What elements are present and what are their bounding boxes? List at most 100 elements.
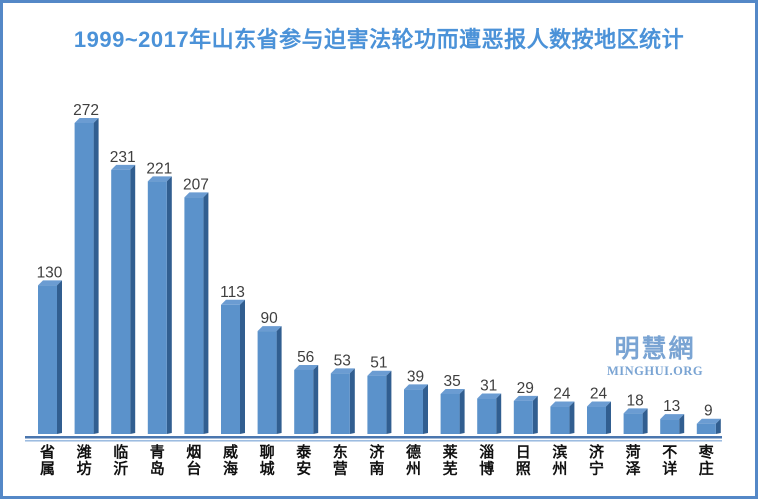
bar-front-face bbox=[404, 389, 423, 434]
bar-value-label: 130 bbox=[37, 264, 63, 281]
bar-top-face bbox=[477, 393, 502, 399]
bar-side-face bbox=[715, 418, 721, 434]
bar-group: 221 青岛 bbox=[146, 160, 172, 477]
bar-front-face bbox=[367, 375, 387, 434]
bar-front-face bbox=[147, 181, 167, 434]
bar-group: 272 潍坊 bbox=[73, 102, 99, 478]
bar-front-face bbox=[294, 369, 314, 434]
minghui-logo-text: 明慧網 bbox=[614, 336, 696, 363]
bar-category-label: 泰安 bbox=[295, 443, 312, 478]
bar-side-face bbox=[532, 395, 538, 434]
bar-category-label: 聊城 bbox=[260, 443, 275, 478]
bar-category-label: 济宁 bbox=[589, 443, 605, 478]
bar-side-face bbox=[496, 393, 502, 434]
bar-side-face bbox=[423, 384, 428, 434]
bar-top-face bbox=[696, 418, 721, 424]
bar-category-label: 日照 bbox=[516, 444, 531, 478]
bar-front-face bbox=[696, 423, 716, 434]
bar-front-face bbox=[550, 406, 570, 434]
bar-group: 207 烟台 bbox=[183, 176, 209, 477]
bar-value-label: 272 bbox=[73, 102, 99, 119]
bar-value-label: 90 bbox=[260, 310, 278, 327]
bar-front-face bbox=[513, 400, 533, 434]
bar-group: 90 聊城 bbox=[257, 310, 282, 478]
bar-category-label: 不详 bbox=[662, 444, 677, 478]
bar-top-face bbox=[330, 368, 355, 374]
bar-front-face bbox=[184, 197, 204, 434]
bar-group: 9 枣庄 bbox=[696, 403, 721, 478]
bar-category-label: 潍坊 bbox=[77, 443, 92, 478]
bar-top-face bbox=[221, 299, 245, 305]
bar-front-face bbox=[257, 331, 277, 434]
bar-top-face bbox=[513, 395, 538, 401]
bar-category-label: 枣庄 bbox=[698, 444, 715, 478]
bar-value-label: 24 bbox=[590, 386, 608, 403]
bar-group: 130 省属 bbox=[37, 264, 63, 477]
bar-value-label: 31 bbox=[480, 378, 497, 395]
bar-value-label: 9 bbox=[704, 403, 713, 420]
bar-group: 24 济宁 bbox=[587, 386, 611, 478]
bar-value-label: 35 bbox=[443, 373, 460, 390]
bar-side-face bbox=[459, 388, 465, 434]
bar-side-face bbox=[166, 176, 172, 434]
bar-group: 24 滨州 bbox=[550, 386, 575, 478]
bar-side-face bbox=[349, 368, 355, 434]
bar-category-label: 威海 bbox=[223, 443, 238, 478]
bar-side-face bbox=[276, 326, 282, 434]
bar-top-face bbox=[660, 414, 685, 420]
bar-top-face bbox=[74, 118, 99, 123]
bar-top-face bbox=[367, 370, 392, 376]
bar-value-label: 53 bbox=[334, 352, 351, 369]
bar-category-label: 淄博 bbox=[479, 443, 494, 478]
bar-front-face bbox=[477, 398, 497, 434]
bar-front-face bbox=[38, 285, 57, 434]
bar-group: 18 菏泽 bbox=[623, 392, 648, 478]
bar-front-face bbox=[587, 406, 606, 434]
bar-category-label: 烟台 bbox=[186, 444, 201, 478]
bar-value-label: 39 bbox=[407, 368, 424, 385]
bar-value-label: 113 bbox=[220, 284, 245, 301]
minghui-watermark: 明慧網 MINGHUI.ORG bbox=[600, 337, 710, 378]
bar-category-label: 菏泽 bbox=[626, 443, 641, 478]
bar-category-label: 青岛 bbox=[150, 443, 165, 478]
bar-category-label: 省属 bbox=[39, 443, 55, 478]
bar-front-face bbox=[440, 393, 460, 434]
bar-front-face bbox=[221, 304, 240, 434]
bar-top-face bbox=[38, 280, 62, 286]
bar-side-face bbox=[57, 280, 62, 434]
bar-side-face bbox=[93, 118, 99, 434]
bar-top-face bbox=[404, 384, 428, 390]
bar-top-face bbox=[440, 388, 465, 394]
bar-value-label: 18 bbox=[626, 392, 643, 409]
bar-category-label: 临沂 bbox=[113, 443, 128, 478]
bar-category-label: 莱芜 bbox=[443, 443, 458, 478]
bar-top-face bbox=[623, 408, 648, 414]
bar-top-face bbox=[147, 176, 172, 182]
bar-group: 35 莱芜 bbox=[440, 373, 465, 478]
bar-value-label: 51 bbox=[370, 355, 387, 372]
bar-top-face bbox=[184, 192, 209, 198]
bar-group: 13 不详 bbox=[660, 398, 685, 478]
bar-group: 231 临沂 bbox=[110, 149, 136, 478]
bar-front-face bbox=[74, 123, 94, 434]
bar-top-face bbox=[550, 401, 575, 407]
bar-category-label: 滨州 bbox=[551, 443, 567, 478]
bar-value-label: 207 bbox=[183, 176, 209, 193]
bar-top-face bbox=[587, 401, 611, 407]
bar-top-face bbox=[257, 326, 282, 332]
bar-side-face bbox=[130, 164, 136, 435]
bar-group: 113 威海 bbox=[220, 284, 245, 478]
bar-top-face bbox=[294, 364, 319, 370]
bar-side-face bbox=[606, 401, 611, 434]
bar-side-face bbox=[313, 364, 319, 434]
bar-group: 51 济南 bbox=[367, 355, 392, 478]
bar-side-face bbox=[240, 299, 245, 434]
bar-side-face bbox=[569, 401, 575, 434]
bar-group: 39 德州 bbox=[404, 368, 428, 478]
bar-group: 31 淄博 bbox=[477, 378, 502, 478]
bar-group: 53 东营 bbox=[330, 352, 355, 478]
bar-front-face bbox=[330, 373, 350, 434]
bar-value-label: 24 bbox=[553, 386, 571, 403]
bar-side-face bbox=[679, 414, 685, 434]
